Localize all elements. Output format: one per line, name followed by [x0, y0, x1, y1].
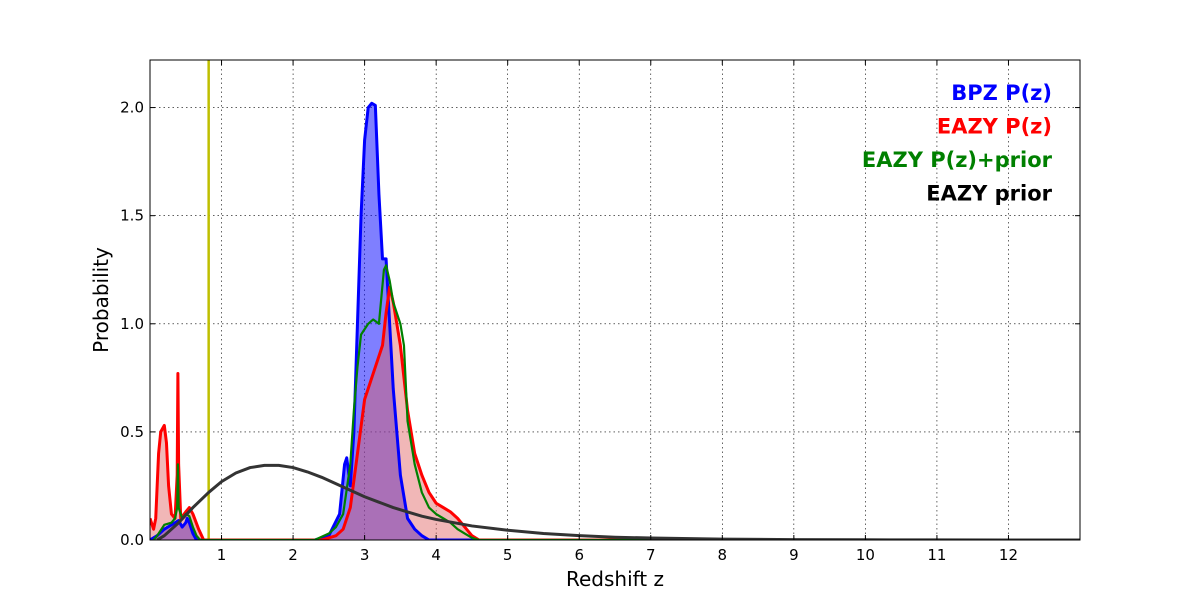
y-axis-label: Probability: [89, 247, 113, 353]
y-tick-label: 1.0: [120, 315, 144, 333]
series-layer: [150, 101, 1080, 540]
x-tick-label: 10: [856, 546, 875, 564]
bpz-p-z-line: [150, 101, 1080, 540]
y-tick-label: 1.5: [120, 207, 144, 225]
plot-frame: [149, 59, 1081, 541]
x-tick-label: 12: [999, 546, 1018, 564]
plot-background: [150, 60, 1080, 540]
grid-lines: [150, 60, 1080, 540]
x-tick-label: 9: [789, 546, 799, 564]
eazy-p-z-prior-line: [152, 264, 1080, 540]
legend-entry-eazy-prior: EAZY prior: [926, 182, 1052, 206]
eazy-p-z-area: [150, 287, 1080, 540]
legend-entry-eazy-p-z: EAZY P(z): [937, 115, 1052, 139]
bpz-p-z-area: [150, 103, 1080, 540]
y-tick-label: 2.0: [120, 99, 144, 117]
x-tick-label: 4: [431, 546, 441, 564]
axis-ticks: 1 2 3 4 5 6 7 8 9 10 11 120.00.51.01.52.0: [120, 60, 1080, 564]
x-tick-label: 11: [927, 546, 946, 564]
x-tick-label: 7: [646, 546, 656, 564]
x-tick-label: 8: [718, 546, 728, 564]
legend-entry-bpz-p-z: BPZ P(z): [951, 81, 1052, 105]
eazy-p-z-line: [150, 285, 1080, 540]
y-tick-label: 0.0: [120, 531, 144, 549]
legend: BPZ P(z) EAZY P(z) EAZY P(z)+prior EAZY pri…: [862, 81, 1053, 206]
y-tick-label: 0.5: [120, 423, 144, 441]
x-tick-label: 1: [217, 546, 227, 564]
x-tick-label: 2: [288, 546, 298, 564]
eazy-prior-line: [156, 463, 1080, 540]
x-tick-label: 6: [574, 546, 584, 564]
x-tick-label: 3: [360, 546, 370, 564]
x-axis-label: Redshift z: [566, 567, 664, 591]
legend-entry-eazy-p-z-prior: EAZY P(z)+prior: [862, 148, 1053, 172]
x-tick-label: 5: [503, 546, 513, 564]
